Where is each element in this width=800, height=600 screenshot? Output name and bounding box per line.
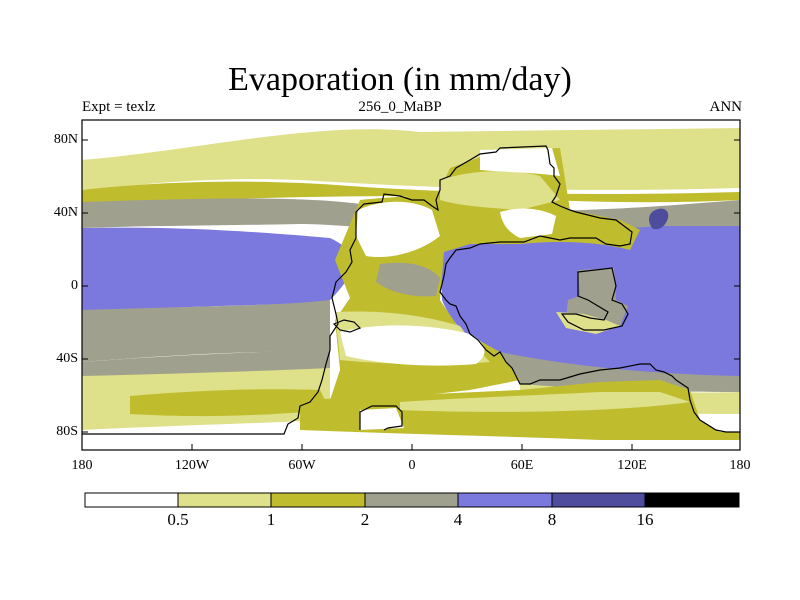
continent-gray-patch — [376, 262, 440, 297]
north-pacific-dark-spot — [649, 208, 669, 230]
band-southern-white — [82, 426, 300, 450]
colorbar-box-2 — [178, 493, 271, 507]
lon-label-120e: 120E — [617, 458, 647, 473]
subtitle-left: Expt = texlz — [82, 99, 156, 115]
coastline-west — [82, 237, 357, 435]
south-land-yellow — [400, 392, 690, 412]
lat-label-80n: 80N — [53, 132, 78, 147]
colorbar-box-5 — [458, 493, 552, 507]
plot-title: Evaporation (in mm/day) — [228, 61, 572, 98]
colorbar-box-6 — [552, 493, 645, 507]
continent-white-northwest — [356, 201, 440, 258]
lon-label-60w: 60W — [288, 458, 316, 473]
lon-label-180w: 180 — [71, 458, 93, 473]
colorbar-label-2: 2 — [360, 510, 370, 529]
lat-label-40n: 40N — [53, 205, 78, 220]
colorbar — [84, 492, 740, 508]
band-tropics-blue — [82, 227, 353, 312]
colorbar-label-1: 1 — [266, 510, 276, 529]
colorbar-label-0-5: 0.5 — [167, 510, 189, 529]
lon-label-120w: 120W — [174, 458, 210, 473]
colorbar-box-4 — [365, 493, 458, 507]
colorbar-box-7 — [645, 493, 739, 507]
south-land-white — [360, 408, 404, 430]
band-south-olive — [130, 389, 330, 417]
lat-label-0: 0 — [71, 278, 78, 293]
lon-label-180e: 180 — [729, 458, 751, 473]
continent-white-east — [500, 208, 556, 238]
continent-white-northeast — [480, 148, 560, 176]
coastline-main — [355, 145, 740, 433]
colorbar-box-3 — [271, 493, 365, 507]
lon-label-0: 0 — [408, 458, 416, 473]
subtitle-right: ANN — [709, 99, 743, 115]
continent-yellow-north — [440, 171, 560, 210]
coastline-island-east — [560, 267, 629, 331]
lat-ticks — [82, 139, 740, 433]
colorbar-label-8: 8 — [547, 510, 557, 529]
coastline-south-land — [359, 405, 403, 431]
band-north-olive — [82, 181, 740, 204]
colorbar-label-16: 16 — [636, 510, 654, 529]
coastline-small-island — [332, 319, 362, 333]
colorbar-box-1 — [85, 493, 178, 507]
colorbar-label-4: 4 — [453, 510, 463, 529]
band-north-yellow — [82, 128, 740, 190]
island-east-yellow — [556, 312, 620, 334]
map-panel — [81, 119, 741, 451]
continent-white-south — [340, 325, 485, 366]
lat-label-80s: 80S — [56, 424, 78, 439]
band-eq-gray-west — [82, 300, 330, 362]
subtitle-center: 256_0_MaBP — [358, 99, 442, 115]
lat-label-40s: 40S — [56, 351, 78, 366]
map-frame — [81, 119, 741, 451]
lon-label-60e: 60E — [510, 458, 534, 473]
lon-ticks — [81, 444, 741, 450]
